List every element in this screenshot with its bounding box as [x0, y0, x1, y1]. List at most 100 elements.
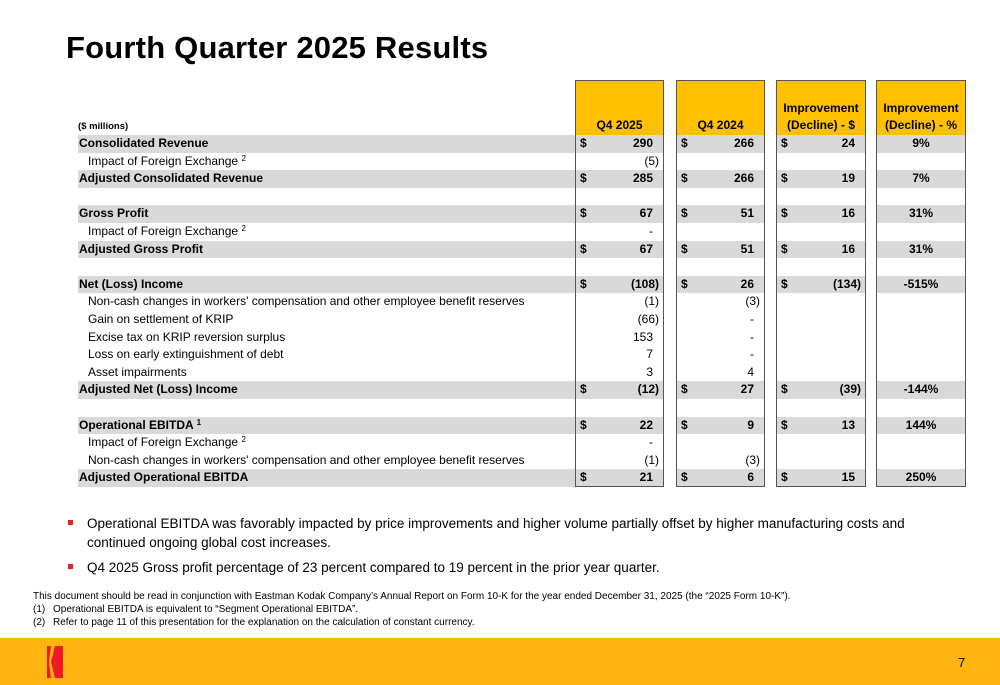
col-q4-2025-cell: 3 — [575, 364, 664, 382]
row-label: Gain on settlement of KRIP — [88, 311, 233, 329]
row-shade — [676, 381, 765, 399]
row-label-text: Excise tax on KRIP reversion surplus — [88, 329, 286, 344]
row-shade — [776, 135, 866, 153]
footnote-intro: This document should be read in conjunct… — [33, 591, 791, 602]
footnotes: This document should be read in conjunct… — [33, 590, 790, 629]
header-line-1: Improvement — [783, 101, 859, 115]
col-q4-2024-cell: $26 — [676, 276, 765, 294]
dollar-sign: $ — [781, 136, 788, 150]
row-shade — [676, 416, 765, 435]
footnote-2: (2) Refer to page 11 of this presentation… — [33, 617, 475, 628]
footnote-ref: 1 — [196, 417, 202, 427]
dollar-sign: $ — [681, 171, 688, 186]
dollar-sign: $ — [781, 417, 788, 432]
row-shade — [876, 381, 966, 399]
row-label-text: Non-cash changes in workers' compensatio… — [88, 294, 525, 309]
footnote-1: (1) Operational EBITDA is equivalent to “… — [33, 604, 359, 615]
col-q4-2024-header: Q4 2024 — [676, 80, 765, 135]
cell-value: (1) — [644, 294, 659, 309]
dollar-sign: $ — [681, 470, 688, 485]
cell-value: (66) — [637, 312, 659, 326]
row-shade — [876, 205, 966, 223]
row-label: Operational EBITDA 1 — [79, 417, 201, 435]
row-shade — [575, 275, 664, 294]
col-q4-2025-cell: $290 — [575, 135, 664, 153]
bullet-text: Operational EBITDA was favorably impacte… — [87, 516, 905, 550]
dollar-sign: $ — [781, 470, 788, 485]
dollar-sign: $ — [580, 241, 587, 256]
row-shade — [876, 240, 966, 259]
header-line-2: (Decline) - $ — [786, 118, 855, 132]
header-line-2: (Decline) - % — [884, 118, 957, 132]
row-label: Asset impairments — [88, 364, 187, 382]
dollar-sign: $ — [580, 276, 587, 291]
col-q4-2025-cell: (66) — [575, 311, 664, 329]
row-shade — [78, 170, 575, 188]
row-shade — [776, 205, 866, 223]
header-line-2: Q4 2025 — [596, 118, 643, 132]
cell-value: (3) — [745, 294, 760, 309]
row-label: Gross Profit — [79, 205, 148, 223]
row-label-text: Loss on early extinguishment of debt — [88, 347, 284, 362]
col-q4-2025-cell: 153 — [575, 329, 664, 347]
row-shade — [575, 240, 664, 259]
bullet-item: Q4 2025 Gross profit percentage of 23 pe… — [68, 558, 948, 577]
row-shade — [575, 416, 664, 435]
table-row: Impact of Foreign Exchange 2 (5) — [78, 153, 966, 171]
col-q4-2024-cell: - — [676, 311, 765, 329]
row-shade — [776, 275, 866, 294]
col-improvement-pct-cell: 250% — [876, 469, 966, 487]
row-shade — [876, 275, 966, 294]
row-label: Net (Loss) Income — [79, 276, 183, 294]
cell-value: 7% — [912, 171, 930, 186]
cell-value: - — [750, 347, 754, 362]
bullet-text: Q4 2025 Gross profit percentage of 23 pe… — [87, 560, 660, 575]
col-q4-2024-cell: $9 — [676, 417, 765, 435]
col-improvement-pct-cell: 7% — [876, 170, 966, 188]
row-label-text: Impact of Foreign Exchange — [88, 435, 239, 450]
row-label-text: Gross Profit — [79, 206, 149, 221]
row-shade — [78, 416, 575, 435]
dollar-sign: $ — [681, 206, 688, 221]
dollar-sign: $ — [580, 470, 587, 485]
row-shade — [776, 170, 866, 188]
row-label-text: Net (Loss) Income — [79, 276, 184, 291]
row-shade — [78, 240, 575, 259]
dollar-sign: $ — [681, 417, 688, 432]
col-q4-2024-cell: $51 — [676, 241, 765, 259]
footer-bar — [0, 638, 1000, 685]
col-q4-2024-cell: (3) — [676, 293, 765, 311]
row-label-text: Adjusted Gross Profit — [79, 241, 204, 256]
cell-value: - — [649, 224, 653, 238]
page-number: 7 — [958, 655, 966, 670]
page-title: Fourth Quarter 2025 Results — [66, 30, 489, 65]
row-shade — [78, 275, 575, 294]
col-q4-2025-cell: $285 — [575, 170, 664, 188]
row-shade — [876, 135, 966, 153]
cell-value: 3 — [646, 364, 653, 379]
row-label-text: Adjusted Operational EBITDA — [79, 470, 249, 485]
cell-value: 19 — [841, 171, 855, 186]
footnote-ref: 2 — [241, 153, 246, 163]
cell-value: 250% — [905, 470, 937, 485]
row-label: Loss on early extinguishment of debt — [88, 346, 283, 364]
row-label-text: Impact of Foreign Exchange — [88, 153, 239, 168]
cell-value: 16 — [841, 206, 855, 221]
row-shade — [676, 135, 765, 153]
col-improvement-dollar-cell: $ (134) — [776, 276, 866, 294]
col-q4-2024-cell: $266 — [676, 135, 765, 153]
cell-value: 51 — [740, 206, 754, 221]
col-improvement-pct-header: Improvement (Decline) - % — [876, 80, 966, 135]
cell-value: (5) — [644, 153, 659, 168]
row-label: Impact of Foreign Exchange 2 — [88, 223, 246, 241]
col-improvement-pct-cell: 31% — [876, 241, 966, 259]
col-q4-2024-cell: (3) — [676, 452, 765, 470]
row-shade — [575, 469, 664, 487]
dollar-sign: $ — [781, 382, 788, 397]
col-q4-2025-cell: 7 — [575, 346, 664, 364]
row-shade — [876, 170, 966, 188]
row-label: Impact of Foreign Exchange 2 — [88, 153, 246, 171]
col-q4-2025-cell: - — [575, 223, 664, 241]
cell-value: 4 — [747, 364, 754, 379]
col-q4-2025-cell: - — [575, 434, 664, 452]
